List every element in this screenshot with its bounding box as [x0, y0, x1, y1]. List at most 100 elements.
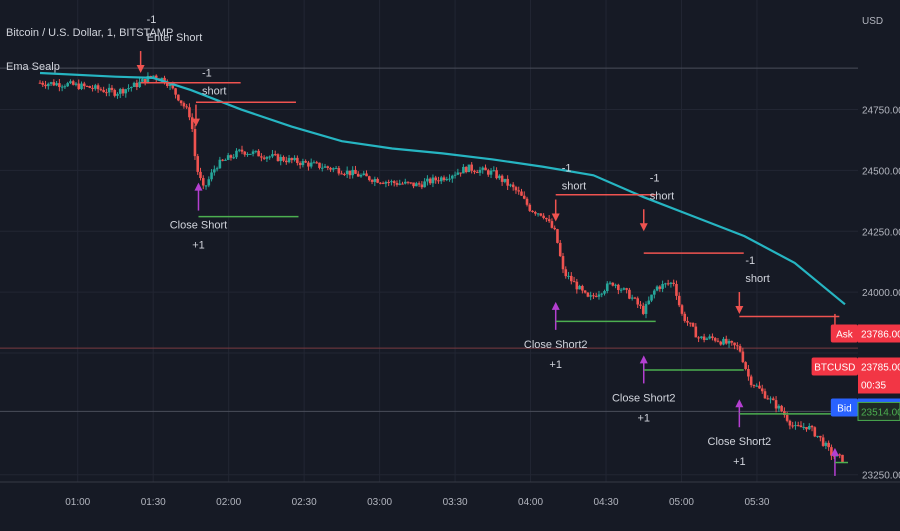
candle-body [600, 293, 604, 295]
candle-body [522, 195, 526, 199]
candle-body [711, 336, 714, 339]
candle-body [777, 405, 781, 409]
ema-line-path [39, 71, 846, 306]
short-signal-label: short [745, 273, 769, 285]
time-tick-label: 05:30 [744, 497, 769, 508]
candle-body [116, 93, 119, 96]
close-size-label: +1 [549, 359, 562, 371]
candle-body [716, 340, 720, 342]
candle-body [138, 81, 141, 88]
candle-body [71, 81, 75, 85]
candle-body [320, 167, 324, 169]
close-signal-label: Close Short2 [612, 392, 676, 404]
candle-body [664, 283, 667, 285]
candle-body [561, 256, 565, 270]
candle-body [677, 295, 681, 306]
candle-body [738, 346, 742, 352]
price-tick-label: 24000.00 [862, 288, 900, 299]
candle-body [82, 83, 86, 87]
short-size-label: -1 [147, 14, 157, 26]
candle-body [412, 182, 415, 187]
candle-body [428, 178, 432, 184]
candle-body [547, 219, 551, 222]
candle-body [799, 425, 803, 428]
time-tick-label: 01:30 [141, 497, 166, 508]
candle-body [819, 435, 822, 438]
candle-body [724, 338, 728, 344]
candle-body [481, 167, 485, 170]
candle-body [154, 75, 158, 79]
candle-body [489, 170, 493, 175]
short-signal-label: short [562, 181, 586, 193]
candle-body [390, 181, 393, 183]
time-tick-label: 05:00 [669, 497, 694, 508]
candle-body [160, 77, 164, 81]
candle-body [581, 285, 584, 291]
candle-body [323, 166, 327, 168]
candle-body [536, 213, 540, 215]
candle-body [603, 291, 606, 294]
candle-body [287, 158, 291, 163]
candle-body [329, 167, 332, 170]
symbol-title[interactable]: Bitcoin / U.S. Dollar, 1, BITSTAMP [6, 27, 174, 39]
ema-line [39, 71, 846, 306]
candle-body [110, 87, 114, 91]
candle-body [132, 82, 136, 87]
candle-body [827, 442, 830, 448]
candle-body [619, 289, 623, 291]
time-axis-panel [0, 482, 900, 531]
candle-body [190, 117, 194, 130]
close-arrow-head [551, 301, 560, 310]
symbol-badge-value-bg [858, 357, 900, 376]
candle-body [168, 84, 172, 86]
candle-body [298, 162, 302, 166]
candle-body [838, 454, 842, 456]
candle-body [824, 442, 828, 446]
candle-body [597, 294, 601, 297]
candle-body [841, 454, 844, 463]
candle-body [351, 169, 354, 176]
candle-body [774, 400, 778, 409]
candle-body [534, 212, 537, 214]
price-tick-label: 24250.00 [862, 227, 900, 238]
candle-body [182, 103, 186, 107]
candle-body [343, 173, 346, 175]
candle-body [243, 151, 247, 155]
candle-body [251, 151, 255, 154]
candle-body [307, 162, 310, 167]
candle-body [749, 376, 753, 386]
candle-body [401, 183, 404, 185]
symbol-badge-value: 23785.00 [861, 363, 900, 374]
short-entry-arrow-head [191, 118, 200, 127]
candle-body [514, 187, 518, 191]
candle-body [279, 156, 283, 162]
candle-body [700, 336, 703, 338]
candle-body [821, 437, 825, 446]
indicator-label[interactable]: Ema Sealp [6, 61, 60, 73]
candle-body [772, 398, 775, 401]
candle-body [578, 285, 581, 290]
candle-body [199, 171, 202, 179]
time-tick-label: 04:30 [594, 497, 619, 508]
candle-body [63, 86, 67, 88]
candle-body [832, 455, 836, 457]
short-entry-arrow-head [735, 306, 744, 315]
candle-body [752, 385, 756, 387]
candle-body [539, 213, 543, 216]
candle-body [398, 183, 402, 185]
candle-body [265, 157, 269, 159]
symbol-badge-label-bg [811, 357, 858, 376]
candle-body [442, 177, 446, 181]
countdown-badge-bg [858, 375, 900, 394]
candle-body [647, 300, 651, 305]
countdown-badge: 00:35 [861, 381, 886, 392]
candle-body [47, 83, 50, 87]
candle-body [473, 170, 476, 173]
candle-body [105, 92, 108, 94]
candle-body [658, 286, 662, 289]
candle-body [639, 304, 642, 306]
candle-body [348, 170, 352, 176]
candle-body [210, 172, 213, 180]
candle-body [332, 168, 335, 170]
